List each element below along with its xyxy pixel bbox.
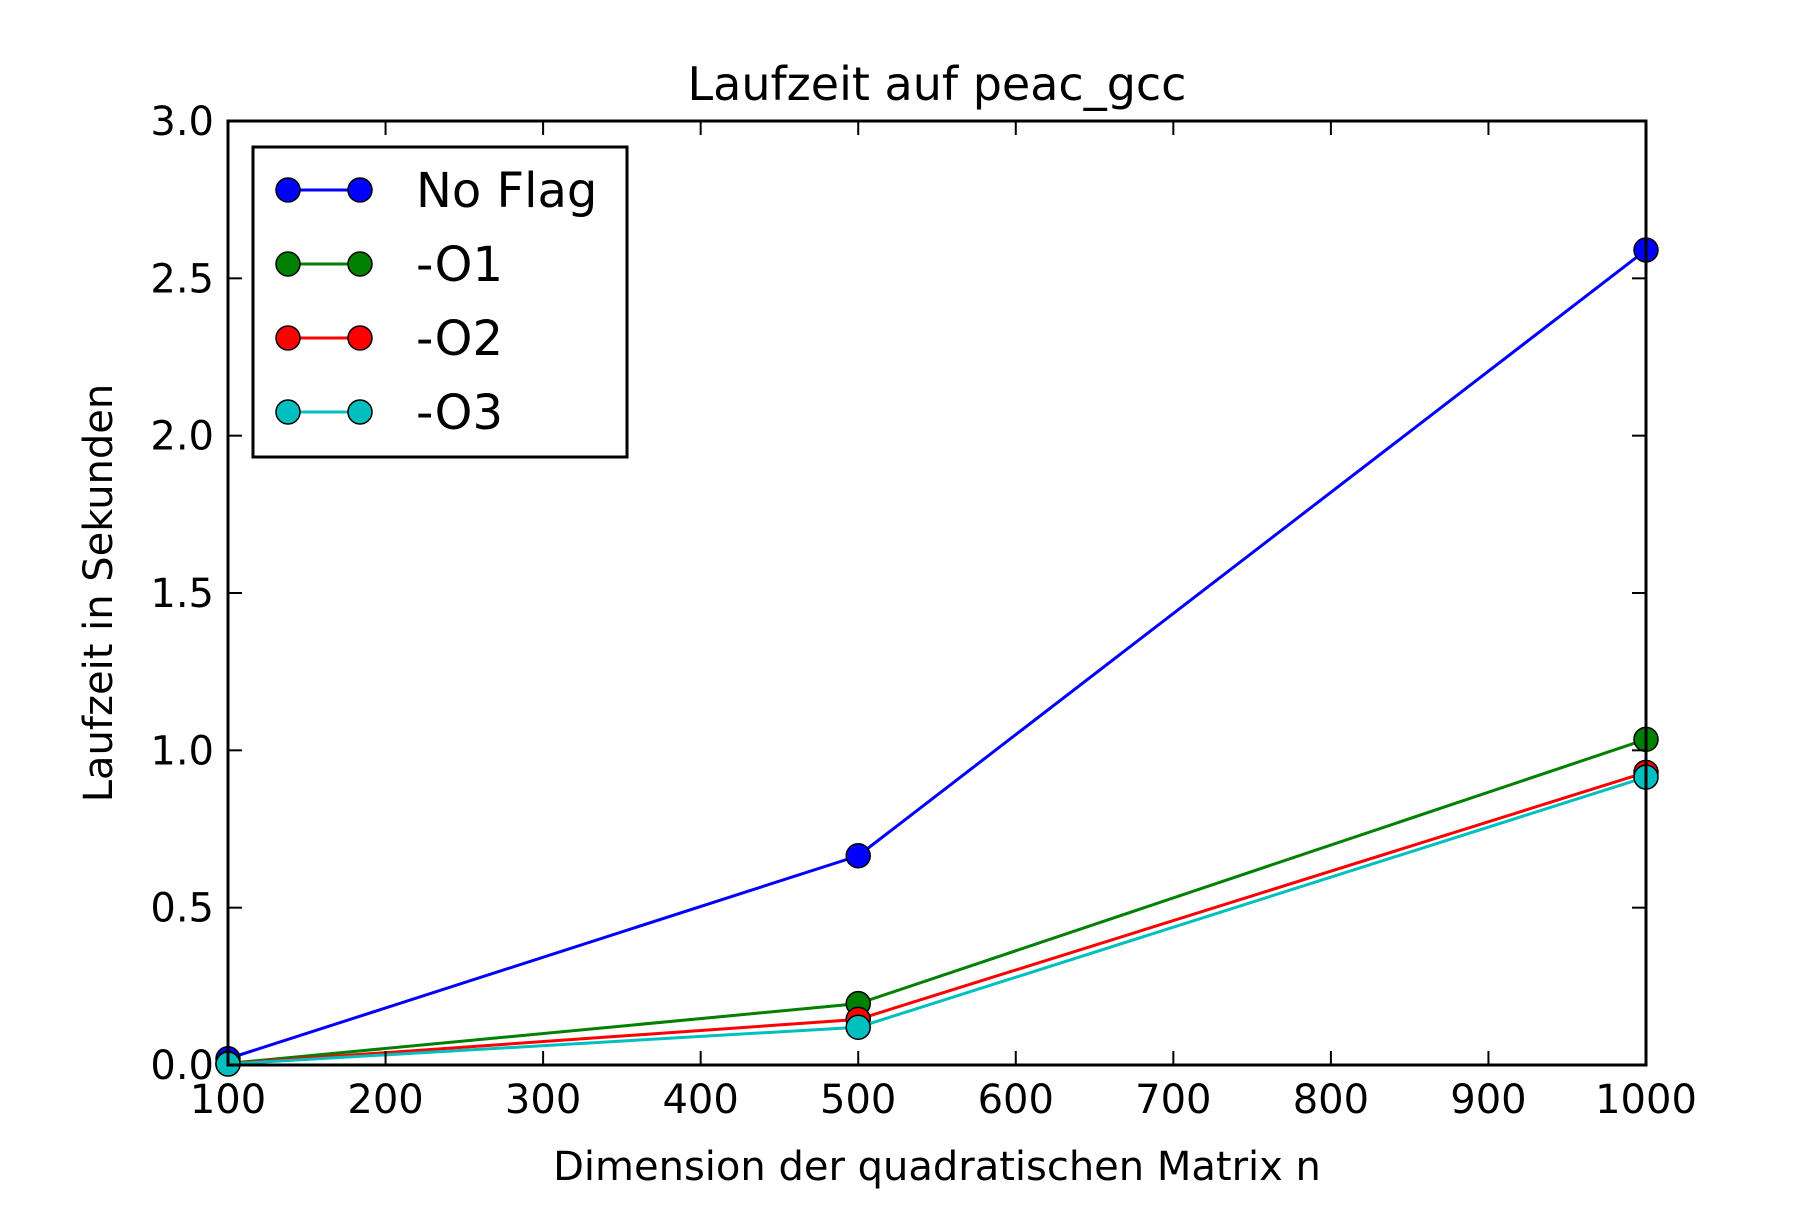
series-line — [227, 737, 1647, 1065]
legend-label: -O2 — [416, 311, 503, 367]
y-axis-label: Laufzeit in Sekunden — [76, 384, 122, 803]
x-tick-label: 800 — [1293, 1077, 1369, 1123]
series-line — [227, 770, 1647, 1066]
y-tick-label: 0.0 — [150, 1043, 214, 1089]
x-tick-label: 300 — [505, 1077, 581, 1123]
legend-marker — [347, 399, 373, 425]
legend-marker — [275, 177, 301, 203]
data-point — [845, 1014, 871, 1040]
legend-marker — [347, 251, 373, 277]
x-tick-label: 400 — [662, 1077, 738, 1123]
legend-item: -O2 — [275, 311, 503, 367]
chart-title: Laufzeit auf peac_gcc — [688, 57, 1187, 111]
x-axis-label: Dimension der quadratischen Matrix n — [553, 1144, 1321, 1190]
legend: No Flag -O1 -O2 -O3 — [251, 145, 629, 459]
x-tick-label: 700 — [1135, 1077, 1211, 1123]
legend-box — [251, 145, 629, 459]
y-tick-label: 3.0 — [150, 99, 214, 145]
legend-marker — [347, 177, 373, 203]
data-point — [845, 842, 871, 869]
y-tick-label: 2.5 — [150, 256, 214, 302]
x-tick-label: 100 — [190, 1077, 266, 1123]
legend-marker — [275, 399, 301, 425]
y-tick-label: 1.0 — [150, 728, 214, 774]
series-2 — [215, 726, 1659, 1077]
series-4 — [215, 764, 1659, 1077]
axis-ticks: 100 200 300 400 500 600 700 800 900 1000 0.0 0.5 1.0… — [150, 99, 1697, 1123]
y-tick-label: 2.0 — [150, 414, 214, 460]
y-tick-label: 1.5 — [150, 571, 214, 617]
x-tick-label: 500 — [820, 1077, 896, 1123]
legend-item: -O1 — [275, 237, 503, 293]
legend-label: -O3 — [416, 385, 503, 441]
legend-item: -O3 — [275, 385, 503, 441]
series-line — [227, 775, 1647, 1066]
x-tick-label: 200 — [347, 1077, 423, 1123]
legend-item: No Flag — [275, 163, 597, 219]
legend-marker — [275, 325, 301, 351]
legend-marker — [347, 325, 373, 351]
legend-label: No Flag — [416, 163, 597, 219]
legend-marker — [275, 251, 301, 277]
legend-label: -O1 — [416, 237, 503, 293]
x-tick-label: 900 — [1450, 1077, 1526, 1123]
y-tick-label: 0.5 — [150, 886, 214, 932]
x-tick-label: 600 — [978, 1077, 1054, 1123]
x-tick-label: 1000 — [1595, 1077, 1697, 1123]
